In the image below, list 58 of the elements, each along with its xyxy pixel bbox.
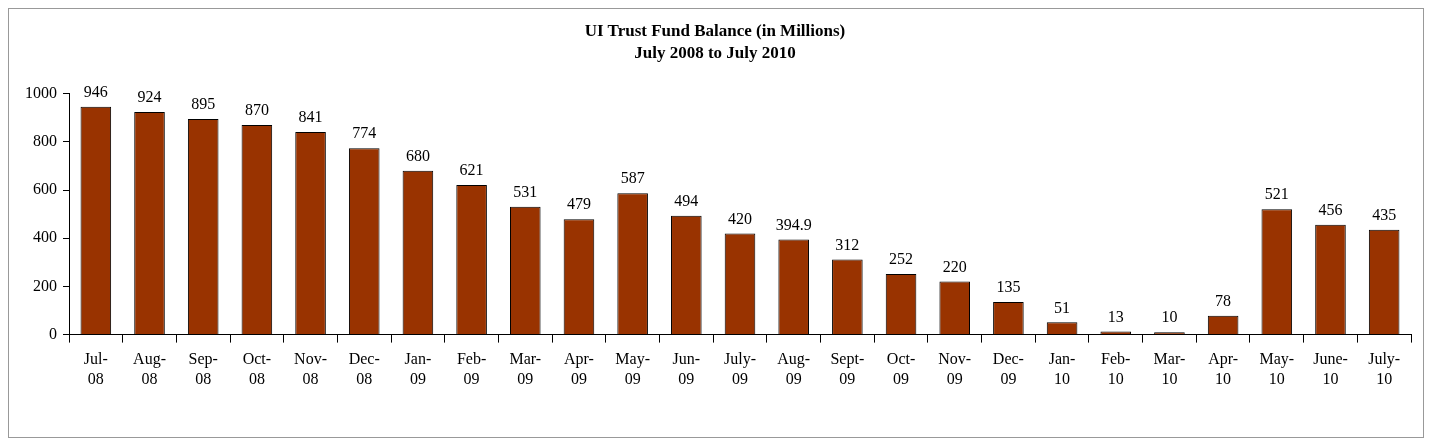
data-label: 456 <box>1318 201 1343 218</box>
y-tick-label: 800 <box>33 132 57 150</box>
x-tick-label: July-09 <box>724 350 756 387</box>
data-label: 135 <box>996 278 1021 296</box>
x-tick-label: Feb-10 <box>1101 350 1131 387</box>
x-tick-label: June-10 <box>1313 350 1348 387</box>
chart-subtitle: July 2008 to July 2010 <box>634 42 796 62</box>
data-label: 78 <box>1215 292 1232 310</box>
x-tick-label: Oct-08 <box>242 350 272 387</box>
x-tick-label: Feb-09 <box>456 350 487 387</box>
data-label: 13 <box>1107 307 1124 325</box>
data-label: 435 <box>1372 206 1397 224</box>
data-label: 621 <box>459 161 484 179</box>
x-tick-label: Jun-09 <box>672 350 701 387</box>
chart-title: UI Trust Fund Balance (in Millions) <box>584 20 846 40</box>
x-tick-label: May-09 <box>615 350 650 387</box>
x-tick-label: Nov-08 <box>294 350 328 387</box>
x-tick-label: Apr-10 <box>1208 350 1239 387</box>
data-label: 680 <box>405 147 430 165</box>
x-tick-label: Jul-08 <box>83 350 108 387</box>
data-label: 774 <box>352 124 377 142</box>
x-tick-label: Nov-09 <box>938 350 972 387</box>
x-tick-label: Aug-08 <box>133 350 166 387</box>
x-tick-label: July-10 <box>1368 350 1401 387</box>
x-tick-label: May-10 <box>1259 350 1295 387</box>
data-label: 946 <box>83 83 108 101</box>
data-label: 494 <box>674 191 699 209</box>
x-tick-label: Mar-09 <box>509 350 542 387</box>
x-tick-label: Aug-09 <box>777 350 811 387</box>
x-tick-label: Jan-09 <box>404 350 432 387</box>
x-tick-label: Jan-10 <box>1048 350 1076 387</box>
data-label: 220 <box>942 257 967 275</box>
x-tick-label: Apr-09 <box>564 350 594 387</box>
data-label: 479 <box>566 195 591 213</box>
data-label: 312 <box>835 235 860 253</box>
x-tick-label: Sep-08 <box>188 350 218 387</box>
x-tick-label: Sept-09 <box>830 350 865 387</box>
data-label: 531 <box>513 182 538 200</box>
data-label: 521 <box>1264 185 1289 203</box>
data-label: 10 <box>1161 308 1178 326</box>
y-tick-label: 200 <box>33 276 57 294</box>
x-tick-label: Oct-09 <box>886 350 916 387</box>
data-label: 587 <box>620 169 645 187</box>
y-tick-label: 600 <box>33 180 57 198</box>
y-tick-label: 1000 <box>25 84 57 101</box>
y-tick-label: 400 <box>33 228 57 246</box>
x-tick-label: Dec-08 <box>348 350 380 387</box>
y-tick-label: 0 <box>49 324 57 342</box>
data-label: 394.9 <box>775 215 812 233</box>
data-label: 841 <box>298 108 323 126</box>
x-tick-label: Dec-09 <box>992 350 1024 387</box>
data-label: 420 <box>728 209 752 227</box>
data-label: 924 <box>137 88 162 106</box>
data-label: 252 <box>889 250 914 268</box>
data-label: 51 <box>1054 298 1071 316</box>
data-label: 870 <box>244 101 269 119</box>
data-label: 895 <box>191 95 216 113</box>
x-tick-label: Mar-10 <box>1153 350 1186 387</box>
